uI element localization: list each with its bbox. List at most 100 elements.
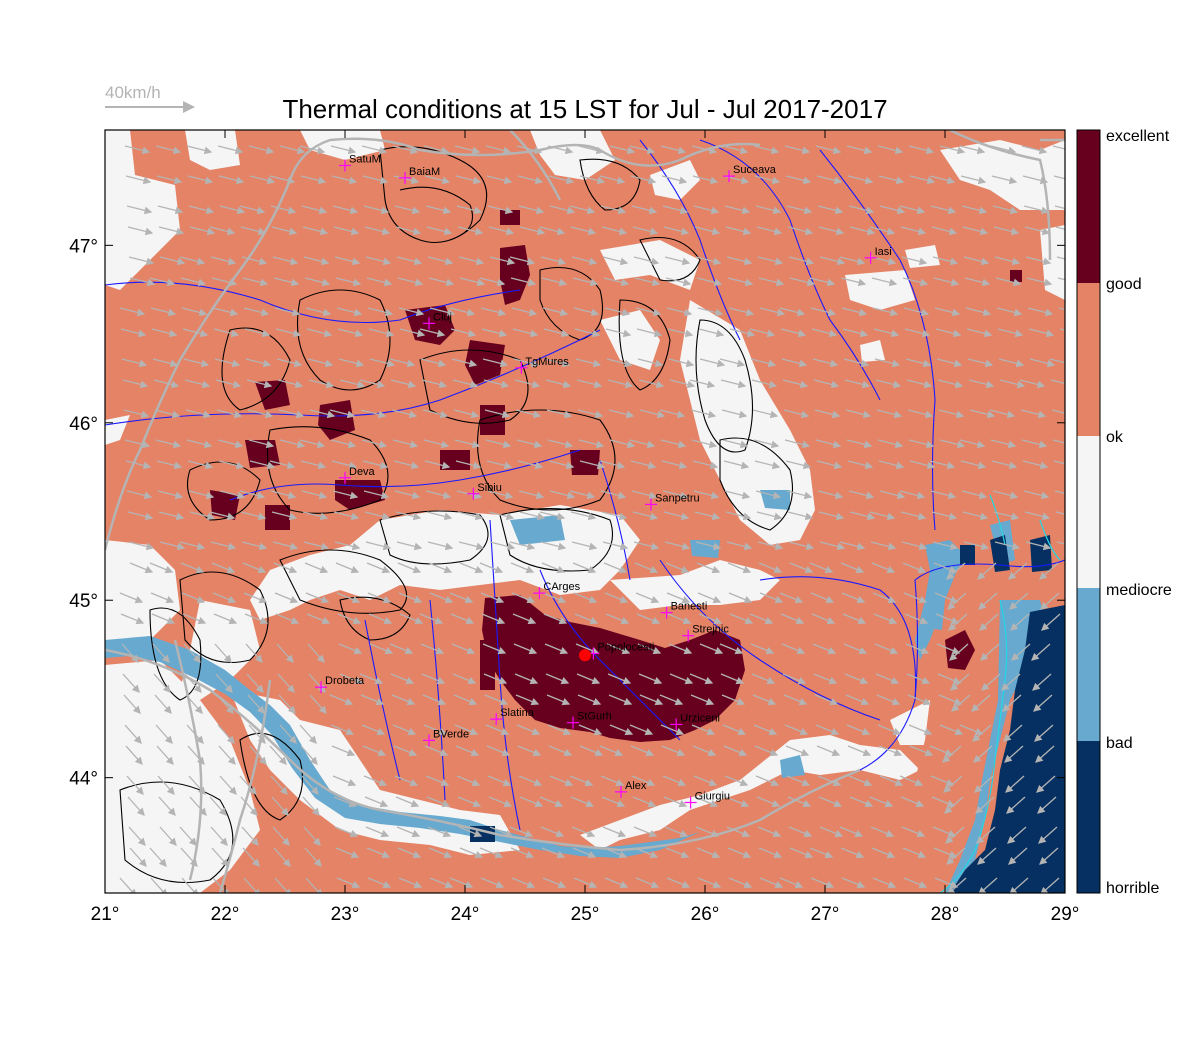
- wind-arrow-296: [359, 379, 386, 389]
- wind-arrow-378: [908, 439, 935, 449]
- wind-arrow-33: [156, 175, 183, 185]
- wind-arrow-306: [669, 379, 696, 389]
- wind-arrow-453: [271, 511, 298, 521]
- wind-arrow-603: [935, 613, 960, 625]
- wind-arrow-351: [1051, 409, 1065, 414]
- wind-arrow-217: [872, 307, 899, 317]
- wind-arrow-150: [788, 256, 815, 266]
- wind-arrow-194: [181, 307, 208, 317]
- wind-arrow-592: [605, 613, 630, 625]
- wind-arrow-291: [215, 379, 242, 389]
- wind-arrow-629: [750, 643, 775, 655]
- wind-arrow-822: [787, 796, 812, 808]
- wind-arrow-890: [902, 847, 927, 859]
- wind-arrow-684: [484, 694, 509, 706]
- city-label-iasi: Iasi: [875, 246, 892, 258]
- wind-arrow-516: [242, 562, 267, 574]
- wind-arrow-323: [216, 409, 243, 419]
- wind-arrow-511: [1056, 541, 1065, 545]
- wind-arrow-648: [359, 673, 384, 685]
- wind-arrow-111: [570, 226, 597, 236]
- wind-arrow-348: [969, 409, 996, 419]
- wind-arrow-689: [639, 694, 664, 706]
- city-marker-iasi: Iasi: [864, 246, 892, 264]
- wind-arrow-143: [571, 256, 598, 266]
- wind-arrow-539: [933, 562, 958, 574]
- wind-arrow-681: [391, 694, 416, 706]
- colorbar-segment-mediocre-bad: [1077, 588, 1100, 741]
- wind-arrow-692: [721, 694, 746, 706]
- wind-arrow-716: [485, 724, 510, 736]
- wind-arrow-729: [877, 724, 902, 736]
- wind-arrow-761: [878, 745, 903, 757]
- wind-arrow-758: [785, 745, 810, 757]
- wind-arrow-386: [187, 460, 214, 470]
- wind-arrow-546: [181, 592, 206, 604]
- wind-arrow-893: [977, 847, 997, 865]
- wind-arrow-646: [308, 673, 326, 693]
- wind-arrow-509: [994, 541, 1021, 551]
- wind-arrow-467: [694, 511, 721, 521]
- wind-arrow-332: [484, 409, 511, 419]
- wind-arrow-580: [244, 613, 269, 625]
- wind-arrow-616: [369, 643, 394, 655]
- wind-arrow-481: [159, 541, 186, 551]
- wind-arrow-600: [842, 613, 867, 625]
- wind-arrow-340: [721, 409, 748, 419]
- wind-arrow-566: [779, 592, 804, 604]
- wind-arrow-916: [728, 877, 753, 889]
- wind-arrow-579: [213, 613, 238, 625]
- wind-arrow-749: [517, 745, 542, 757]
- wind-arrow-358: [299, 439, 326, 449]
- city-marker-sibiu: Sibiu: [467, 482, 502, 500]
- wind-arrow-815: [570, 796, 595, 808]
- wind-arrow-421: [270, 490, 297, 500]
- wind-arrow-533: [758, 562, 783, 574]
- wind-arrow-97: [158, 226, 185, 236]
- wind-arrow-319: [1050, 379, 1065, 385]
- wind-arrow-357: [279, 439, 306, 449]
- wind-arrow-699: [938, 694, 963, 706]
- wind-arrow-341: [752, 409, 779, 419]
- city-label-giurgiu: Giurgiu: [695, 791, 730, 803]
- wind-arrow-372: [722, 439, 749, 449]
- wind-arrow-26: [908, 145, 935, 155]
- wind-arrow-70: [301, 205, 328, 215]
- wind-arrow-534: [789, 562, 814, 574]
- wind-arrow-90: [899, 205, 926, 215]
- wind-arrow-628: [719, 643, 744, 655]
- wind-arrow-742: [300, 745, 318, 765]
- wind-arrow-35: [218, 175, 245, 185]
- wind-arrow-66: [188, 205, 215, 215]
- wind-arrow-745: [393, 745, 418, 757]
- wind-arrow-276: [719, 358, 746, 368]
- wind-arrow-414: [1022, 460, 1049, 470]
- wind-arrow-260: [245, 358, 272, 368]
- wind-arrow-89: [879, 205, 906, 215]
- wind-arrow-872: [366, 847, 391, 859]
- wind-arrow-487: [334, 541, 361, 551]
- wind-arrow-810: [426, 796, 451, 808]
- wind-arrow-547: [212, 592, 237, 604]
- wind-arrow-163: [211, 277, 238, 287]
- wind-arrow-618: [420, 643, 445, 655]
- wind-arrow-46: [548, 175, 575, 185]
- wind-arrow-437: [755, 490, 782, 500]
- wind-arrow-17: [629, 145, 656, 155]
- wind-arrow-633: [874, 643, 899, 655]
- wind-arrow-488: [365, 541, 392, 551]
- wind-arrow-320: [123, 409, 150, 419]
- wind-arrow-258: [183, 358, 210, 368]
- wind-arrow-308: [720, 379, 747, 389]
- wind-arrow-535: [809, 562, 834, 574]
- city-marker-urziceni: Urziceni: [670, 712, 720, 731]
- wind-arrow-725: [753, 724, 778, 736]
- wind-arrow-299: [452, 379, 479, 389]
- wind-arrow-787: [693, 775, 718, 787]
- wind-arrow-38: [300, 175, 327, 185]
- wind-arrow-349: [989, 409, 1016, 419]
- wind-arrow-139: [458, 256, 485, 266]
- wind-arrow-613: [276, 643, 294, 663]
- wind-arrow-448: [127, 511, 154, 521]
- wind-arrow-353: [155, 439, 182, 449]
